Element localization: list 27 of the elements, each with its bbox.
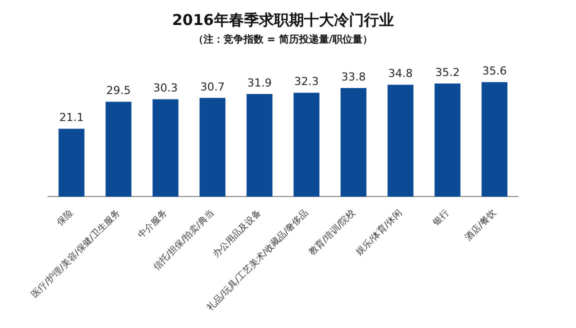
bar (434, 83, 460, 197)
chart-title: 2016年春季求职期十大冷门行业 (172, 10, 394, 29)
x-tick-label: 娱乐/体育/休闲 (354, 208, 404, 258)
bar (246, 94, 272, 197)
x-tick-label: 银行 (430, 208, 452, 229)
x-tick-label: 中介服务 (136, 208, 170, 241)
bar (294, 92, 320, 197)
x-tick-label: 酒店/餐饮 (462, 208, 498, 243)
data-label: 33.8 (341, 70, 366, 84)
bar (200, 98, 226, 197)
bar (340, 88, 366, 197)
data-label: 30.3 (153, 82, 178, 95)
data-label: 31.9 (247, 76, 272, 90)
data-label: 35.6 (482, 64, 507, 78)
data-label: 35.2 (435, 66, 460, 79)
data-label: 21.1 (59, 111, 84, 124)
data-label: 30.7 (200, 80, 225, 94)
x-tick-label: 保险 (54, 208, 76, 228)
data-label: 29.5 (106, 84, 131, 98)
bar (482, 82, 508, 197)
bar (106, 102, 132, 197)
chart-subtitle: （注：竞争指数 = 简历投递量/职位量） (194, 34, 372, 46)
data-label: 32.3 (294, 75, 319, 88)
data-label: 34.8 (388, 67, 413, 80)
bar (152, 99, 178, 197)
bar (388, 84, 414, 197)
bar (58, 128, 84, 197)
